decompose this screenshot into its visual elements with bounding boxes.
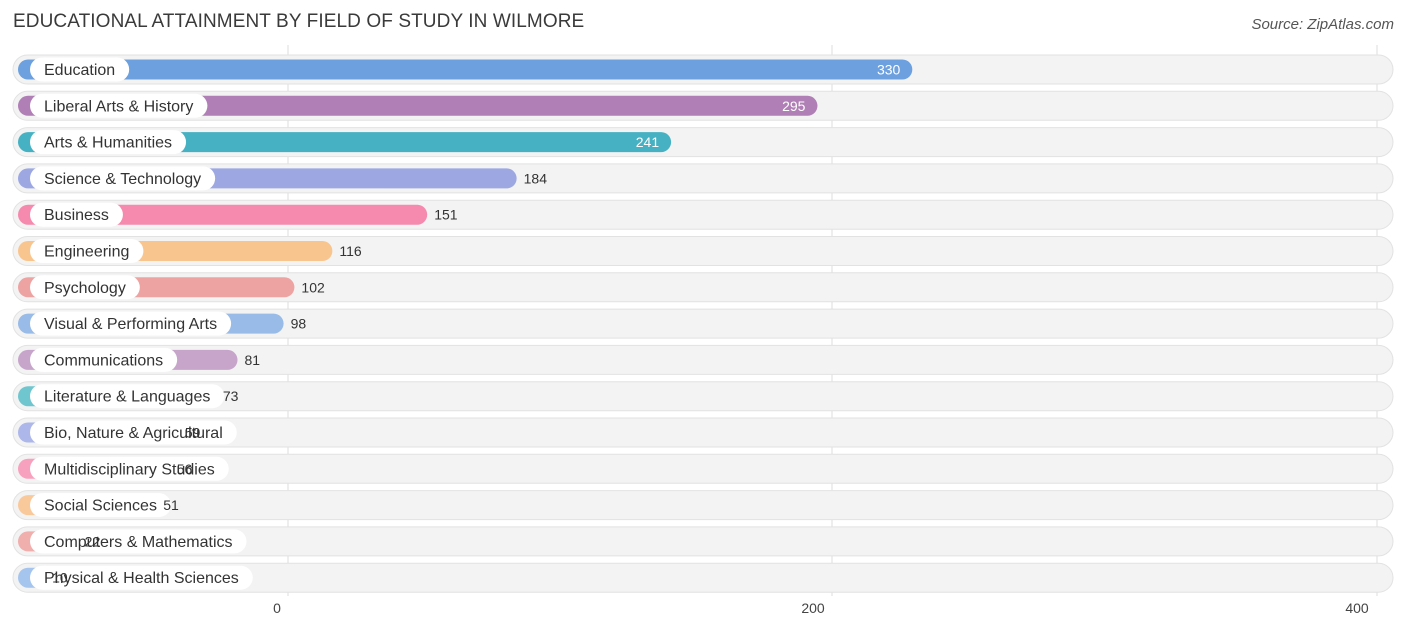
bar-row: Education 330 (12, 54, 1394, 85)
bar-track (12, 417, 1394, 448)
bar-row: Social Sciences 51 (12, 490, 1394, 521)
category-label: Education (44, 62, 115, 79)
bar-track (12, 308, 1394, 339)
bar-row: Liberal Arts & History 295 (12, 90, 1394, 121)
category-label: Liberal Arts & History (44, 98, 193, 115)
bar (18, 95, 818, 116)
category-label: Visual & Performing Arts (44, 316, 217, 333)
category-label: Business (44, 207, 109, 224)
bar-track (12, 526, 1394, 557)
value-label: 241 (636, 134, 660, 150)
bar-row: Visual & Performing Arts 98 (12, 308, 1394, 339)
value-label: 184 (524, 170, 548, 186)
bar-row: Literature & Languages 73 (12, 381, 1394, 412)
category-label: Bio, Nature & Agricultural (44, 425, 223, 442)
category-label-pill (30, 565, 253, 590)
value-label: 51 (163, 497, 179, 513)
value-label: 73 (223, 388, 239, 404)
value-label: 56 (177, 461, 193, 477)
bar-track (12, 562, 1394, 593)
category-label-pill (30, 456, 229, 481)
bar-row: Arts & Humanities 241 (12, 127, 1394, 158)
category-label: Science & Technology (44, 171, 201, 188)
category-label: Literature & Languages (44, 389, 210, 406)
value-label: 295 (782, 98, 806, 114)
category-label-pill (30, 166, 216, 191)
category-label-pill (30, 130, 187, 155)
value-label: 102 (301, 279, 325, 295)
category-label-pill (30, 420, 237, 445)
source-credit: Source: ZipAtlas.com (1251, 16, 1394, 33)
bar-row: Science & Technology 184 (12, 163, 1394, 194)
bar-row: Business 151 (12, 199, 1394, 230)
value-label: 59 (185, 425, 201, 441)
value-label: 151 (434, 207, 458, 223)
category-label-pill (30, 93, 208, 118)
tick-label: 200 (801, 600, 825, 616)
category-label: Psychology (44, 280, 126, 297)
value-label: 81 (245, 352, 261, 368)
category-label: Engineering (44, 244, 129, 261)
tick-label: 400 (1345, 600, 1369, 616)
bar-row: Engineering 116 (12, 236, 1394, 266)
tick-label: 0 (273, 600, 281, 616)
bar-row: Communications 81 (12, 344, 1394, 375)
category-label-pill (30, 57, 130, 82)
category-label-pill (30, 275, 140, 300)
bar-track (12, 272, 1394, 303)
bar-track (12, 381, 1394, 412)
x-axis-ticks: 0 200 400 (273, 600, 1369, 616)
value-label: 22 (85, 533, 101, 549)
category-label-pill (30, 202, 123, 227)
value-label: 116 (339, 243, 362, 259)
value-label: 98 (291, 316, 307, 332)
value-label: 10 (52, 570, 68, 586)
category-label: Multidisciplinary Studies (44, 461, 215, 478)
category-label-pill (30, 529, 247, 554)
value-label: 330 (877, 62, 901, 78)
category-label: Physical & Health Sciences (44, 570, 239, 587)
category-label-pill (30, 493, 171, 518)
category-label: Arts & Humanities (44, 135, 172, 152)
bar-rows: Education 330 Liberal Arts & History 295 Art… (12, 54, 1394, 593)
category-label: Social Sciences (44, 498, 157, 515)
bar-track (12, 490, 1394, 521)
category-label-pill (30, 311, 232, 336)
bar-track (12, 453, 1394, 484)
bar-track (12, 236, 1394, 266)
category-label-pill (30, 239, 144, 263)
bar-track (12, 344, 1394, 375)
category-label-pill (30, 384, 225, 409)
bar (18, 59, 913, 80)
bar-row: Psychology 102 (12, 272, 1394, 303)
category-label-pill (30, 347, 178, 372)
category-label: Computers & Mathematics (44, 534, 233, 551)
category-label: Communications (44, 352, 163, 369)
chart-title: EDUCATIONAL ATTAINMENT BY FIELD OF STUDY… (13, 11, 585, 32)
